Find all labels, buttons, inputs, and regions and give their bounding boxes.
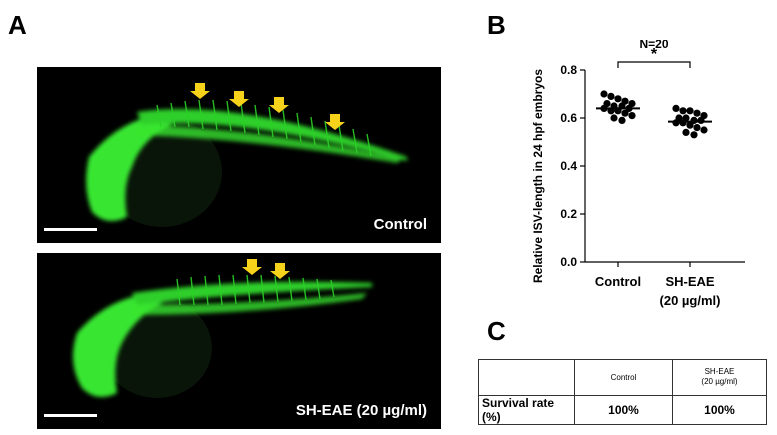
chart-axes xyxy=(580,69,745,267)
table-row-label: Survival rate (%) xyxy=(478,394,575,426)
y-tick-label: 0.6 xyxy=(560,111,577,125)
micrograph-sh-eae: SH-EAE (20 µg/ml) xyxy=(37,253,441,429)
data-point xyxy=(621,109,629,117)
data-point xyxy=(600,90,608,98)
micrograph-label: SH-EAE (20 µg/ml) xyxy=(295,402,427,419)
table-header-sh-eae: SH-EAE (20 µg/ml) xyxy=(672,359,767,396)
data-point xyxy=(682,128,690,136)
category-label: SH-EAE xyxy=(665,274,714,289)
data-point xyxy=(607,92,615,100)
table-header-sh-eae-dose: (20 µg/ml) xyxy=(701,377,738,387)
significance-bracket xyxy=(617,61,691,68)
n-annotation: N=20 xyxy=(639,40,668,51)
data-point xyxy=(679,107,687,115)
data-point xyxy=(690,131,698,139)
data-point xyxy=(628,112,636,120)
chart-points xyxy=(596,90,712,139)
category-label: Control xyxy=(595,274,641,289)
isv-length-chart: 0.0 0.2 0.4 0.6 0.8 Relative ISV-length in 24… xyxy=(531,40,745,308)
data-point xyxy=(672,119,680,127)
table-cell-control: 100% xyxy=(574,394,673,426)
data-point xyxy=(614,95,622,103)
data-point xyxy=(618,116,626,124)
y-axis-label: Relative ISV-length in 24 hpf embryos xyxy=(531,69,545,283)
chart-labels: 0.0 0.2 0.4 0.6 0.8 Relative ISV-length in 24… xyxy=(531,40,720,308)
data-point xyxy=(679,119,687,127)
data-point xyxy=(672,104,680,112)
y-tick-label: 0.2 xyxy=(560,207,577,221)
table-header-control: Control xyxy=(574,359,673,396)
table-cell-sh-eae: 100% xyxy=(672,394,767,426)
table-header-empty xyxy=(478,359,575,396)
data-point xyxy=(700,126,708,134)
category-sublabel: (20 µg/ml) xyxy=(660,293,721,308)
scale-bar xyxy=(44,414,97,417)
data-point xyxy=(697,116,705,124)
micrograph-label: Control xyxy=(373,216,427,233)
significance-star: * xyxy=(651,46,658,63)
y-tick-label: 0.8 xyxy=(560,63,577,77)
zebrafish-embryo-sh-eae xyxy=(73,259,372,398)
table-header-sh-eae-name: SH-EAE xyxy=(704,367,735,377)
panel-letter-c: C xyxy=(487,316,506,346)
arrow-markers xyxy=(190,83,345,130)
survival-table: Control SH-EAE (20 µg/ml) Survival rate … xyxy=(478,359,767,426)
y-tick-label: 0.0 xyxy=(560,255,577,269)
data-point xyxy=(693,109,701,117)
panel-letter-a: A xyxy=(8,10,27,40)
zebrafish-embryo-control xyxy=(86,83,407,227)
data-point xyxy=(610,114,618,122)
scale-bar xyxy=(44,228,97,231)
arrow-markers xyxy=(242,259,290,279)
data-point xyxy=(686,107,694,115)
panel-letter-b: B xyxy=(487,10,506,40)
y-tick-label: 0.4 xyxy=(560,159,577,173)
micrograph-control: Control xyxy=(37,67,441,243)
data-point xyxy=(693,124,701,132)
data-point xyxy=(686,121,694,129)
